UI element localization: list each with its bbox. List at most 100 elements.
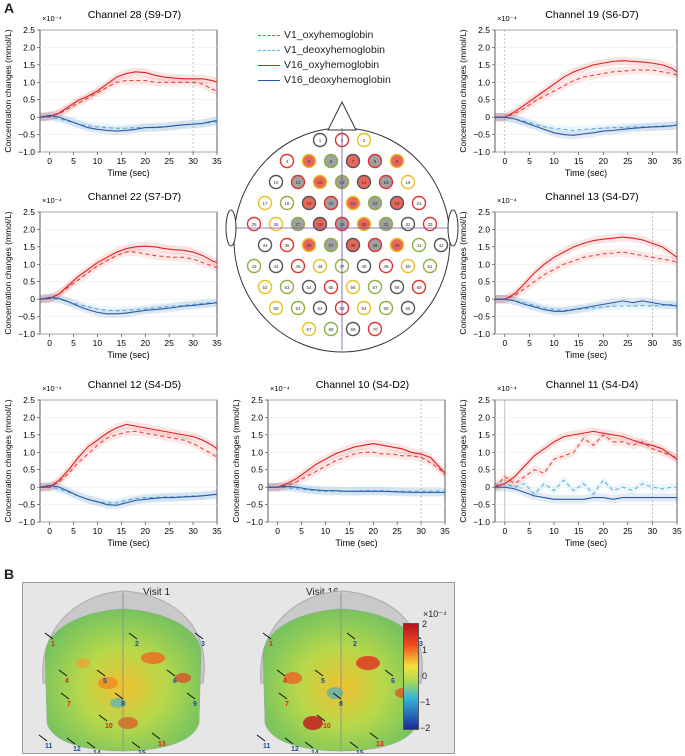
y-tick-label: 1.0 [23, 447, 35, 457]
series-error-band [40, 427, 217, 492]
channel-pointer [349, 741, 359, 749]
channel-label: 6 [391, 678, 395, 685]
y-tick-label: 0.5 [478, 277, 490, 287]
series-error-band [40, 482, 217, 508]
optode-number: 50 [405, 264, 411, 269]
y-exponent: ×10⁻⁴ [42, 14, 62, 23]
optode-marker [301, 237, 317, 253]
channel-pointer [60, 692, 70, 700]
visit-16-label: Visit 16 [306, 587, 339, 598]
series-line [39, 296, 218, 315]
optode-marker [290, 300, 306, 316]
channel-pointer [66, 737, 76, 745]
channel-label: 2 [135, 641, 139, 648]
optode-marker [367, 237, 383, 253]
optode-marker [279, 279, 295, 295]
optode-number: 59 [416, 285, 422, 290]
y-axis-label: Concentration changes (mmol/L) [458, 211, 468, 334]
x-tick-label: 15 [117, 526, 127, 536]
plot-area [39, 211, 218, 335]
series-line [40, 430, 218, 488]
x-tick-label: 20 [598, 526, 608, 536]
series-error-band [40, 112, 217, 133]
optode-marker [378, 216, 394, 232]
series-error-band [268, 448, 445, 492]
optode-number: 9 [396, 159, 399, 164]
x-tick-label: 35 [440, 526, 450, 536]
channel-10-chart: Channel 10 (S4-D2) ×10⁻⁴ −1.0 −0.5 0 0.5 1.0 1.… [231, 379, 450, 548]
optode-marker [345, 237, 361, 253]
series-line [39, 71, 218, 118]
channel-pointer [131, 741, 141, 749]
y-tick-label: 0 [30, 294, 35, 304]
channel-pointer [58, 669, 68, 677]
channel-label: 15 [138, 750, 146, 753]
optode-marker [268, 174, 284, 190]
optode-marker [378, 174, 394, 190]
optode-marker [367, 279, 383, 295]
y-exponent: ×10⁻⁴ [497, 14, 517, 23]
series-error-band [495, 482, 677, 504]
channel-pointer [166, 669, 176, 677]
optode-marker [279, 195, 295, 211]
colorbar-tick: −1 [420, 697, 431, 707]
y-tick-label: 1.0 [251, 447, 263, 457]
optode-number: 1 [319, 138, 322, 143]
plot-area [494, 211, 678, 335]
x-tick-label: 25 [164, 338, 174, 348]
y-tick-label: 1.5 [23, 430, 35, 440]
optode-number: 5 [308, 159, 311, 164]
optode-number: 8 [374, 159, 377, 164]
channel-label: 3 [201, 641, 205, 648]
channel-19-chart: Channel 19 (S6-D7) ×10⁻⁴ −1.0 −0.5 0 0.5 1.0 1.… [458, 9, 682, 178]
x-tick-label: 10 [549, 156, 559, 166]
optode-number: 43 [251, 264, 257, 269]
optode-number: 35 [284, 243, 290, 248]
brain-surfaces: 1122334455667788991010111112121313141415… [38, 590, 423, 753]
legend-label: V1_deoxyhemoglobin [284, 44, 385, 56]
optode-montage-diagram: 1234567891011121314151617181920212223242… [225, 100, 459, 353]
optode-marker [312, 300, 328, 316]
series-line [494, 430, 678, 488]
optode-marker [389, 195, 405, 211]
optode-marker [257, 279, 273, 295]
series-error-band [40, 294, 217, 315]
x-tick-label: 10 [93, 156, 103, 166]
y-exponent: ×10⁻⁴ [497, 384, 517, 393]
optode-marker [279, 153, 295, 169]
y-tick-label: −0.5 [18, 500, 35, 510]
series-line [39, 79, 218, 118]
optode-number: 48 [361, 264, 367, 269]
legend-item-v16-deoxy: V16_deoxyhemoglobin [258, 73, 391, 88]
series-error-band [40, 293, 217, 318]
chart-title: Channel 12 (S4-D5) [88, 379, 181, 391]
optode-marker [411, 279, 427, 295]
y-tick-label: −0.5 [473, 312, 490, 322]
optode-marker [301, 279, 317, 295]
plot-area [267, 399, 446, 523]
y-tick-label: 1.0 [478, 77, 490, 87]
optode-number: 70 [372, 327, 378, 332]
x-tick-label: 10 [549, 338, 559, 348]
series-error-band [495, 112, 677, 135]
channel-pointer [186, 692, 196, 700]
x-tick-label: 5 [527, 156, 532, 166]
optode-number: 14 [361, 180, 367, 185]
y-tick-label: 0 [30, 112, 35, 122]
legend-item-v1-oxy: V1_oxyhemoglobin [258, 28, 391, 43]
x-tick-label: 30 [188, 338, 198, 348]
channel-label: 11 [263, 743, 271, 750]
x-tick-label: 5 [71, 338, 76, 348]
channel-label: 5 [321, 678, 325, 685]
x-tick-label: 20 [369, 526, 379, 536]
optode-number: 27 [295, 222, 301, 227]
panel-letter-a: A [4, 0, 15, 16]
chart-title: Channel 13 (S4-D7) [545, 191, 638, 203]
optode-marker [268, 258, 284, 274]
series-error-band [495, 430, 677, 492]
x-tick-label: 15 [345, 526, 355, 536]
optode-number: 54 [306, 285, 312, 290]
optode-number: 66 [405, 306, 411, 311]
optode-number: 10 [273, 180, 279, 185]
optode-marker [290, 216, 306, 232]
